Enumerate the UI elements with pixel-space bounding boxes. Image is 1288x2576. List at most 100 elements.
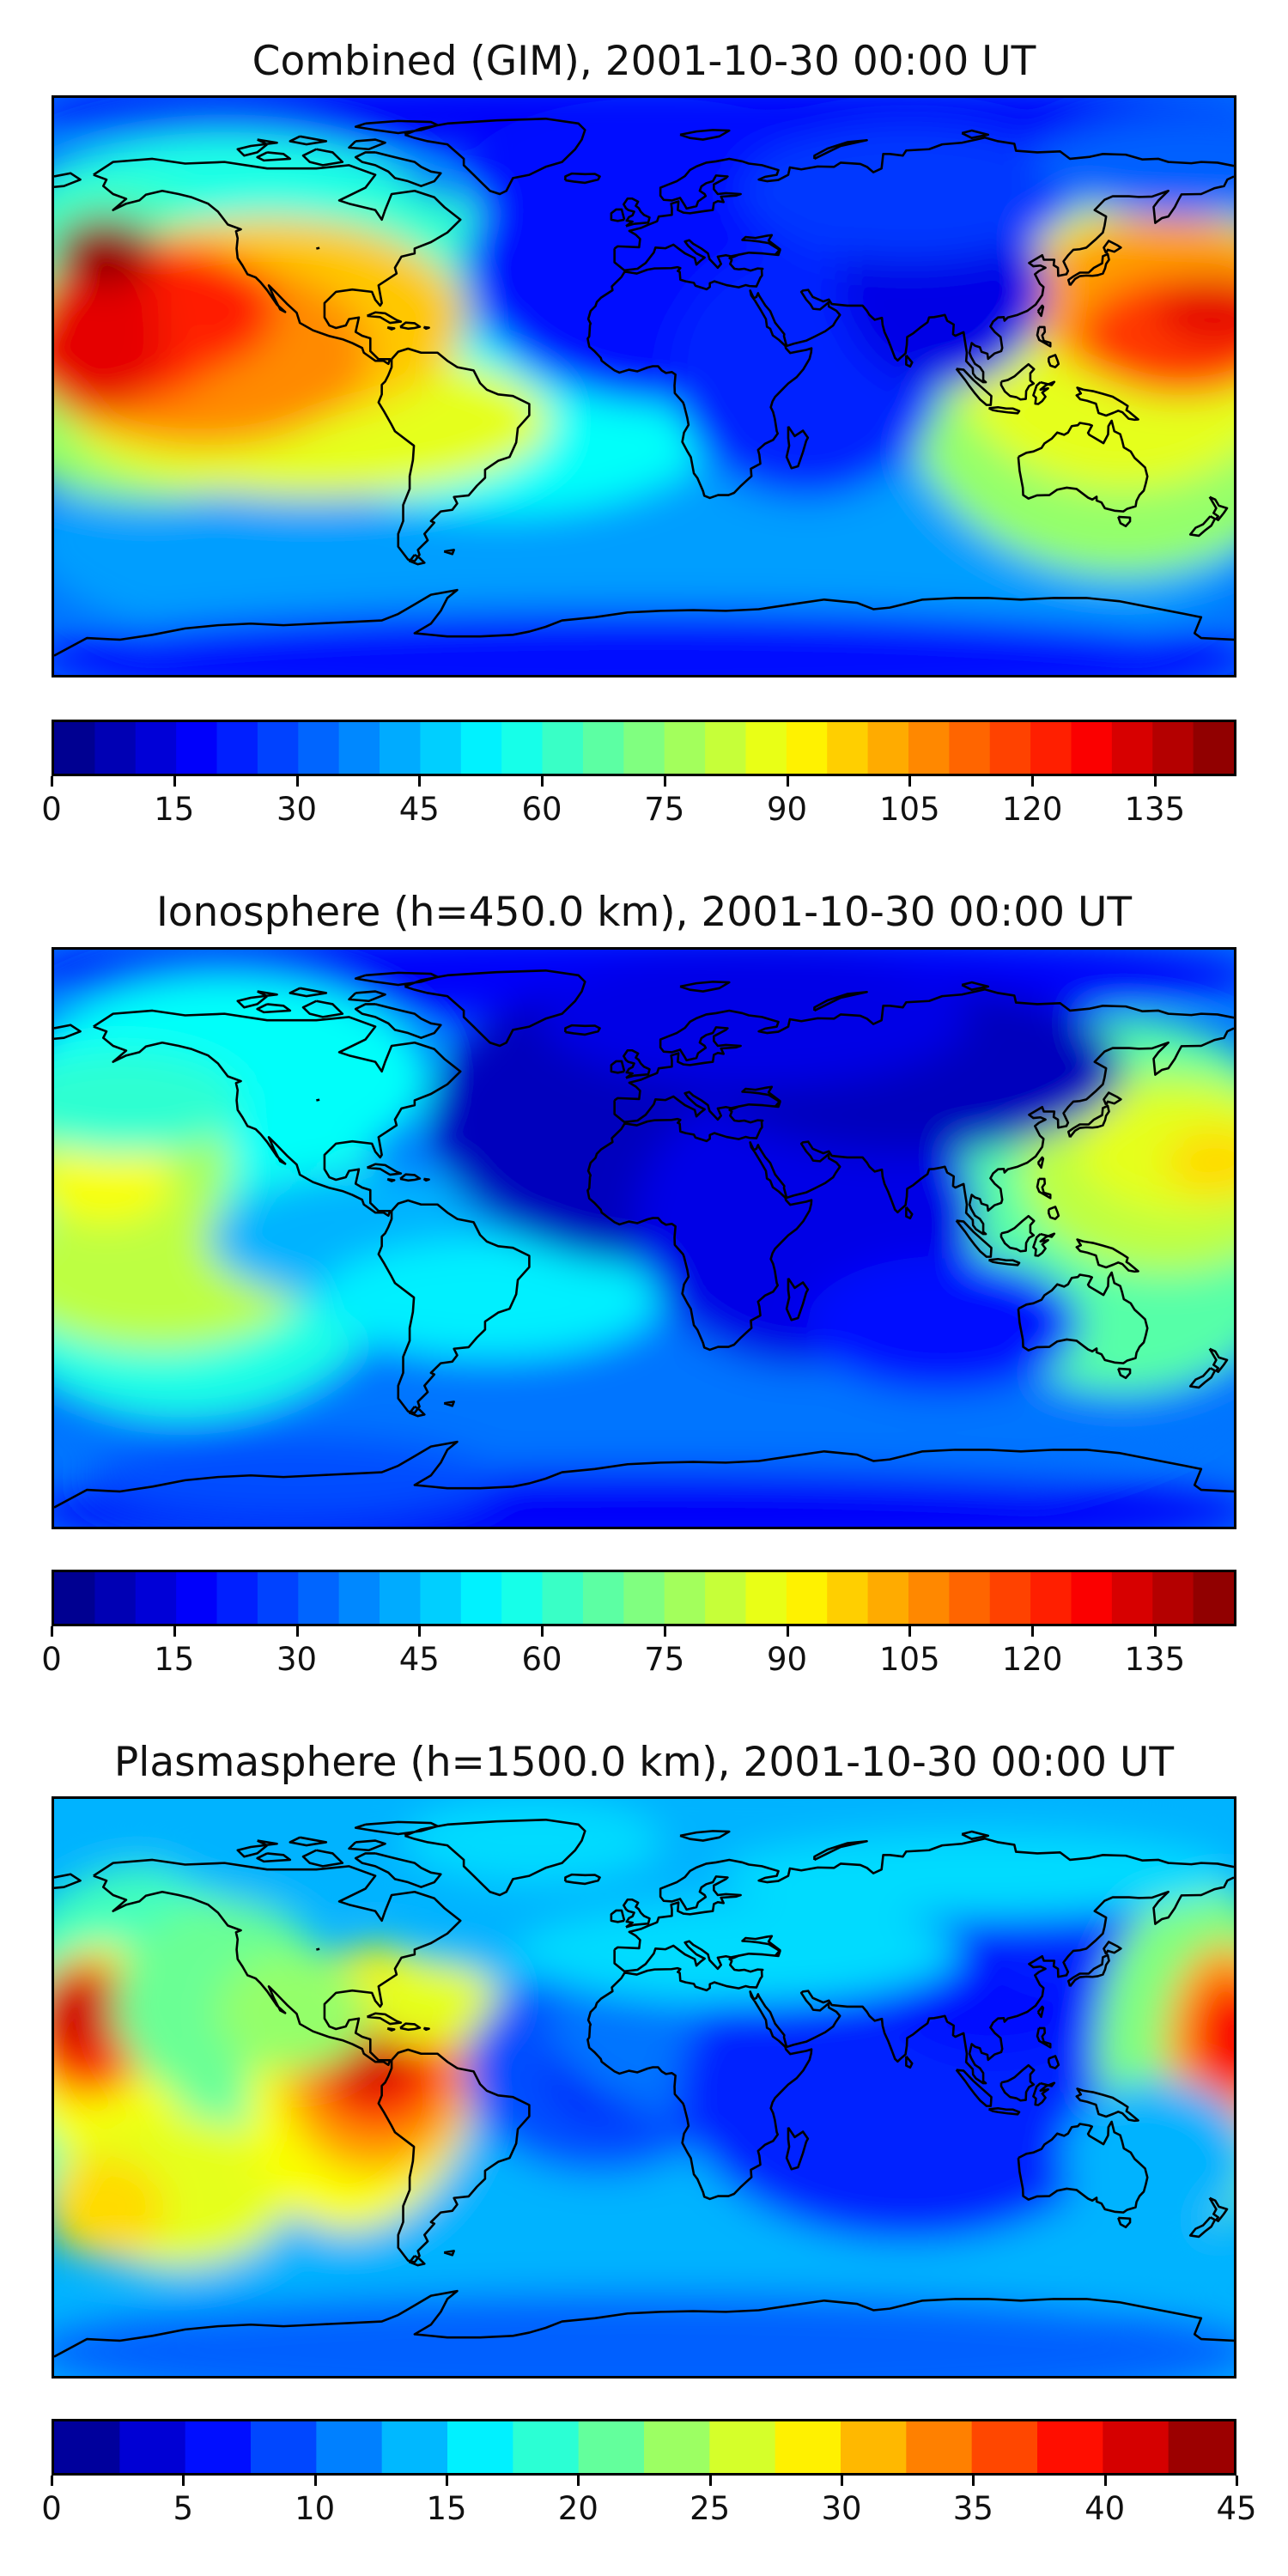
colorbar-tick [663,776,666,787]
colorbar-segment [119,2421,186,2473]
tec-contour [1062,2080,1234,2233]
colorbar-tick-label: 25 [690,2490,731,2527]
colorbar-segment [841,2421,907,2473]
colorbar-segment [1193,1572,1234,1624]
colorbar-tick [446,2476,448,2486]
colorbar-tick-label: 30 [276,791,318,828]
colorbar-tick-label: 45 [398,1641,440,1678]
colorbar-tick-label: 45 [398,791,440,828]
tec-contour [1157,276,1234,345]
colorbar-segment [460,722,502,774]
tec-contour [806,1255,1080,1393]
colorbar-segment [513,2421,580,2473]
tec-contour [54,1137,174,1223]
colorbar-tick [418,776,422,787]
colorbar-tick [1031,1626,1035,1637]
panel-title: Combined (GIM), 2001-10-30 00:00 UT [252,38,1036,85]
tec-contour [541,950,969,1086]
colorbar-segment [1168,2421,1234,2473]
colorbar-segment [447,2421,513,2473]
colorbar-tick-label: 40 [1084,2490,1126,2527]
colorbar-tick [1103,2476,1107,2486]
tec-contour [404,1799,661,1885]
colorbar [52,2419,1236,2476]
colorbar [52,720,1236,776]
colorbar-segment [989,1572,1031,1624]
colorbar-segment [316,2421,383,2473]
colorbar-segment [582,1572,624,1624]
colorbar-segment [705,1572,747,1624]
colorbar-tick-label: 30 [821,2490,862,2527]
colorbar-tick [841,2476,843,2486]
tec-contour [361,1960,499,2046]
colorbar-tick-label: 90 [767,791,808,828]
colorbar-segment [298,722,340,774]
colorbar-segment [949,1572,991,1624]
colorbar-tick-label: 0 [41,2490,62,2527]
coastline [54,969,1234,1509]
colorbar-tick [295,776,299,787]
colorbar-tick [972,2476,975,2486]
colorbar-tick [1031,776,1035,787]
tec-contour [54,2292,1234,2376]
colorbar-tick-label: 90 [767,1641,808,1678]
colorbar-segment [420,1572,462,1624]
colorbar-segment [623,722,665,774]
colorbar-segment [971,2421,1038,2473]
colorbar-segment [1111,1572,1153,1624]
colorbar-segment [380,1572,422,1624]
colorbar-tick-label: 60 [521,791,562,828]
colorbar-tick-label: 45 [1216,2490,1257,2527]
colorbar-segment [644,2421,710,2473]
map-svg [54,98,1234,675]
colorbar-segment [1111,722,1153,774]
colorbar-segment [216,1572,258,1624]
panel-title: Plasmasphere (h=1500.0 km), 2001-10-30 0… [113,1739,1175,1786]
colorbar [52,1570,1236,1626]
colorbar-segment [1071,722,1113,774]
colorbar-segment [1037,2421,1103,2473]
coastline [54,117,1234,657]
colorbar-segment [709,2421,776,2473]
colorbar-segment [705,722,747,774]
colorbar-tick [173,1626,176,1637]
colorbar-segment [135,722,177,774]
tec-contour [54,1051,243,1154]
colorbar-segment [460,1572,502,1624]
colorbar-svg [54,1572,1234,1624]
colorbar-segment [578,2421,645,2473]
colorbar-segment [745,1572,787,1624]
colorbar-segment [989,722,1031,774]
colorbar-tick [1153,776,1157,787]
colorbar-segment [501,1572,544,1624]
colorbar-tick [786,776,789,787]
tec-contour [54,1969,123,2055]
colorbar-tick-label: 15 [426,2490,467,2527]
colorbar-tick-label: 60 [521,1641,562,1678]
colorbar-segment [542,722,584,774]
colorbar-tick-label: 35 [952,2490,993,2527]
colorbar-tick [295,1626,299,1637]
tec-contour [738,123,1080,260]
colorbar-tick-label: 75 [644,1641,685,1678]
colorbar-segment [542,1572,584,1624]
colorbar-segment [908,1572,950,1624]
tec-contour [54,216,157,286]
colorbar-segment [867,722,909,774]
colorbar-segment [908,722,950,774]
colorbar-segment [906,2421,973,2473]
colorbar-segment [501,722,544,774]
colorbar-segment [1030,722,1072,774]
tec-contour [156,1799,414,1901]
panel-title: Ionosphere (h=450.0 km), 2001-10-30 00:0… [155,889,1133,936]
colorbar-tick [182,2476,185,2486]
tec-contour [79,1281,251,1350]
colorbar-segment [216,722,258,774]
colorbar-segment [786,722,828,774]
colorbar-tick-label: 5 [173,2490,194,2527]
colorbar-tick [418,1626,422,1637]
colorbar-segment [54,722,95,774]
tec-contour [464,98,841,252]
colorbar-segment [338,1572,380,1624]
colorbar-segment [745,722,787,774]
